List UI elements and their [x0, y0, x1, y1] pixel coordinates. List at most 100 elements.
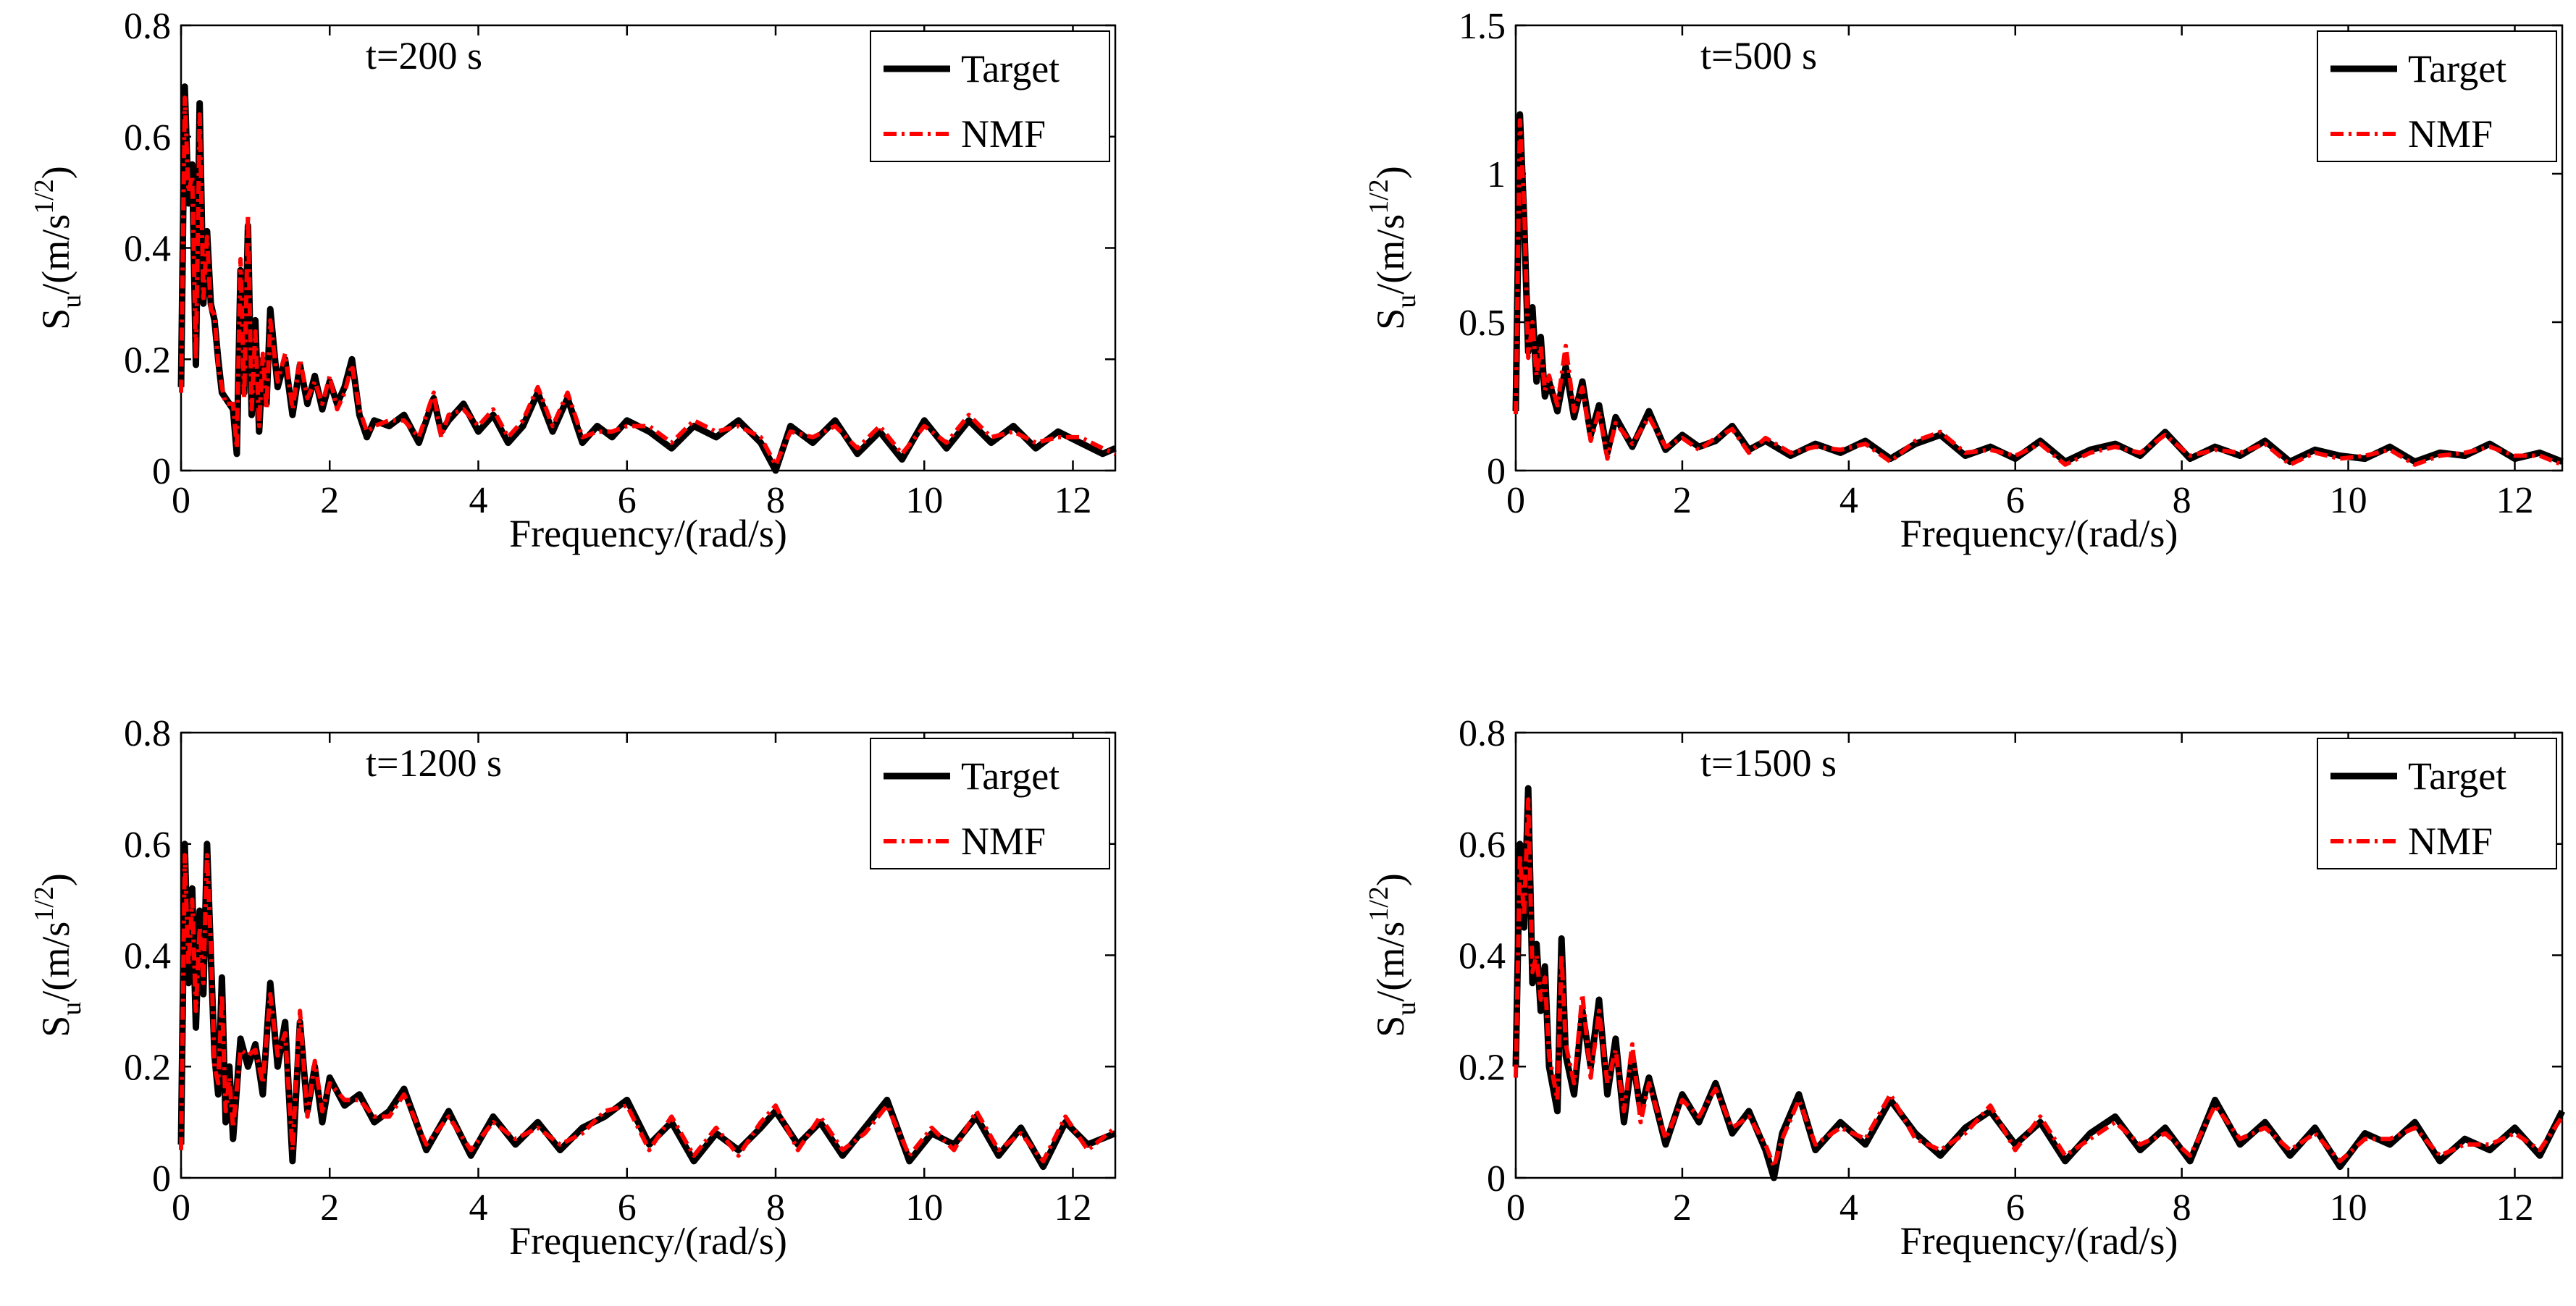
series-line-nmf [1514, 118, 2564, 467]
y-axis-label-main: S [34, 308, 77, 330]
x-tick-label: 12 [1054, 480, 1092, 521]
y-tick-label: 0.8 [124, 713, 171, 754]
y-tick-label: 0.8 [124, 6, 171, 47]
legend-label-target: Target [2408, 47, 2506, 90]
y-tick-label: 0.2 [1459, 1047, 1506, 1088]
series-line-nmf [1514, 797, 2564, 1169]
x-tick-label: 4 [469, 480, 488, 521]
y-tick-label: 0.4 [124, 936, 171, 977]
y-axis-label-main: S [1369, 308, 1412, 330]
chart-panel-3: 0 2 4 6 8 10 12 0 0.2 0.4 0.6 0.8 Frequency/(rad/s) S… [29, 713, 1117, 1263]
x-tick-label: 8 [2173, 1187, 2191, 1229]
x-tick-label: 10 [2330, 480, 2367, 521]
chart-panel-1: 0 2 4 6 8 10 12 0 0.2 0.4 0.6 0.8 Frequency/(rad/s) S… [29, 6, 1117, 555]
legend-label-nmf: NMF [2408, 820, 2493, 863]
x-axis-label: Frequency/(rad/s) [509, 1219, 787, 1263]
y-axis-label: Su/(m/s1/2) [1364, 166, 1422, 330]
y-axis-label-unit: /(m/s [1369, 214, 1412, 295]
panel-annotation: t=1200 s [366, 741, 502, 785]
y-axis-label-close: ) [1369, 166, 1412, 179]
y-tick-label: 0.4 [124, 229, 171, 270]
x-axis-label: Frequency/(rad/s) [1900, 1219, 2178, 1263]
y-axis-label-sub: u [1391, 295, 1422, 308]
y-axis-label-sup: 1/2 [1364, 179, 1394, 214]
legend-label-target: Target [961, 754, 1060, 798]
x-tick-label: 0 [1506, 480, 1525, 521]
x-tick-label: 12 [2496, 1187, 2533, 1229]
x-tick-label: 6 [618, 480, 637, 521]
x-tick-label: 6 [2006, 480, 2025, 521]
y-axis-label-unit: /(m/s [34, 922, 77, 1002]
series-line-target [177, 841, 1117, 1171]
x-tick-label: 4 [1839, 480, 1858, 521]
y-axis-label-unit: /(m/s [34, 214, 77, 295]
x-tick-label: 6 [618, 1187, 637, 1229]
legend-label-nmf: NMF [961, 820, 1046, 863]
x-tick-label: 8 [766, 1187, 785, 1229]
legend-label-target: Target [2408, 754, 2506, 798]
y-tick-label: 0.6 [124, 825, 171, 866]
legend-box [2317, 30, 2557, 162]
x-tick-label: 2 [1673, 480, 1692, 521]
x-tick-label: 6 [2006, 1187, 2025, 1229]
x-tick-label: 12 [2496, 480, 2533, 521]
x-tick-label: 2 [1673, 1187, 1692, 1229]
x-tick-label: 2 [320, 1187, 339, 1229]
x-tick-label: 10 [2330, 1187, 2367, 1229]
x-tick-label: 0 [172, 1187, 190, 1229]
legend: Target NMF [870, 738, 1110, 869]
x-tick-label: 10 [905, 480, 943, 521]
series-line-nmf [179, 95, 1117, 468]
x-tick-label: 0 [1506, 1187, 1525, 1229]
legend-label-nmf: NMF [2408, 112, 2493, 156]
y-axis-label-sup: 1/2 [29, 179, 59, 214]
panel-annotation: t=200 s [366, 34, 482, 77]
y-tick-label: 0.2 [124, 340, 171, 381]
series-line-target [1512, 111, 2564, 465]
y-tick-label: 1.5 [1459, 6, 1506, 47]
panel-annotation: t=1500 s [1700, 741, 1837, 785]
series-line-nmf [179, 853, 1117, 1163]
y-tick-label: 0.2 [124, 1047, 171, 1088]
chart-panel-4: 0 2 4 6 8 10 12 0 0.2 0.4 0.6 0.8 Frequency/(rad/s) S… [1364, 713, 2566, 1263]
y-axis-label-sup: 1/2 [1364, 886, 1394, 922]
legend-label-target: Target [961, 47, 1060, 90]
y-tick-label: 0 [152, 451, 171, 492]
y-axis-label-main: S [34, 1016, 77, 1037]
y-tick-label: 0 [152, 1158, 171, 1200]
y-axis-label-sub: u [56, 1002, 87, 1016]
x-axis-label: Frequency/(rad/s) [1900, 512, 2178, 555]
x-tick-label: 0 [172, 480, 190, 521]
x-axis-label: Frequency/(rad/s) [509, 512, 787, 555]
x-tick-label: 8 [766, 480, 785, 521]
y-axis-label-sup: 1/2 [29, 886, 59, 922]
y-axis-label-sub: u [1391, 1002, 1422, 1016]
legend-box [2317, 738, 2557, 869]
x-tick-label: 12 [1054, 1187, 1092, 1229]
legend-box [870, 738, 1110, 869]
x-tick-label: 8 [2173, 480, 2191, 521]
y-axis-label-unit: /(m/s [1369, 922, 1412, 1002]
y-tick-label: 0.5 [1459, 303, 1506, 344]
legend: Target NMF [870, 30, 1110, 162]
y-axis-label-close: ) [34, 166, 77, 179]
y-axis-label-close: ) [1369, 873, 1412, 886]
x-tick-label: 10 [905, 1187, 943, 1229]
y-tick-label: 1 [1487, 154, 1506, 195]
legend: Target NMF [2317, 30, 2557, 162]
y-axis-label-main: S [1369, 1016, 1412, 1037]
x-tick-label: 4 [469, 1187, 488, 1229]
y-tick-label: 0 [1487, 1158, 1506, 1200]
x-tick-label: 4 [1839, 1187, 1858, 1229]
y-tick-label: 0.6 [124, 117, 171, 159]
legend-box [870, 30, 1110, 162]
chart-panel-2: 0 2 4 6 8 10 12 0 0.5 1 1.5 Frequency/(rad/s) Su/(m/… [1364, 6, 2564, 555]
legend: Target NMF [2317, 738, 2557, 869]
y-tick-label: 0.6 [1459, 825, 1506, 866]
y-tick-label: 0.4 [1459, 936, 1506, 977]
y-axis-label: Su/(m/s1/2) [1364, 873, 1422, 1037]
x-tick-label: 2 [320, 480, 339, 521]
legend-label-nmf: NMF [961, 112, 1046, 156]
panel-annotation: t=500 s [1700, 34, 1817, 77]
